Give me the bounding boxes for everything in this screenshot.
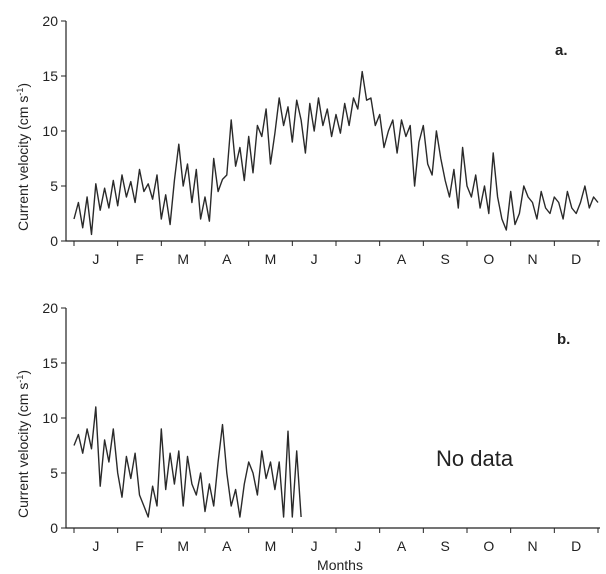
no-data-annotation: No data [436,446,514,471]
panel-a-month-label-1: F [135,251,144,267]
x-axis-title: Months [317,557,363,573]
panel-b-month-label-8: S [440,538,449,554]
panel-b-axes-frame [65,308,600,529]
panel-b-label: b. [557,331,570,348]
panel-b-month-label-2: M [177,538,189,554]
panel-a-month-label-5: J [311,251,318,267]
panel-a-month-label-6: J [354,251,361,267]
panel-a-month-label-11: D [571,251,581,267]
panel-b-month-label-10: N [527,538,537,554]
panel-b-month-label-1: F [135,538,144,554]
panel-a-ytick-label-2: 10 [42,123,58,139]
panel-a-month-label-0: J [92,251,99,267]
panel-b-ytick-label-4: 20 [42,300,58,316]
panel-b-ytick-label-0: 0 [50,520,58,536]
panel-a-ytick-label-0: 0 [50,233,58,249]
panel-b-month-label-5: J [311,538,318,554]
panel-a-y-axis-title: Current velocity (cm s-1) [15,83,31,231]
panel-a-series-line [73,70,599,236]
panel-b-month-label-0: J [92,538,99,554]
panel-b-month-label-11: D [571,538,581,554]
panel-b-ytick-group: 0 5 10 15 20 [42,300,66,536]
panel-a: 0 5 10 15 20 J F M A M J J A S O N D a. Current velocit… [15,13,600,267]
panel-b-month-label-4: M [265,538,277,554]
panel-b-month-label-3: A [222,538,232,554]
panel-b: 0 5 10 15 20 J F M A M J J A S O N D b. No data Current… [15,300,600,573]
panel-b-series-line [73,406,302,518]
panel-b-y-axis-title: Current velocity (cm s-1) [15,370,31,518]
panel-a-month-label-3: A [222,251,232,267]
panel-a-month-label-7: A [397,251,407,267]
panel-b-ytick-label-2: 10 [42,410,58,426]
panel-a-month-label-9: O [483,251,494,267]
panel-a-ytick-group: 0 5 10 15 20 [42,13,66,249]
panel-a-month-label-4: M [265,251,277,267]
panel-a-month-label-8: S [440,251,449,267]
panel-b-month-label-6: J [354,538,361,554]
panel-b-month-label-9: O [483,538,494,554]
panel-b-month-label-7: A [397,538,407,554]
panel-a-ytick-label-1: 5 [50,178,58,194]
panel-a-ytick-label-3: 15 [42,68,58,84]
panel-a-ytick-label-4: 20 [42,13,58,29]
panel-b-ytick-label-3: 15 [42,355,58,371]
panel-a-month-label-10: N [527,251,537,267]
panel-b-ytick-label-1: 5 [50,465,58,481]
panel-a-month-label-2: M [177,251,189,267]
panel-a-label: a. [555,42,568,59]
